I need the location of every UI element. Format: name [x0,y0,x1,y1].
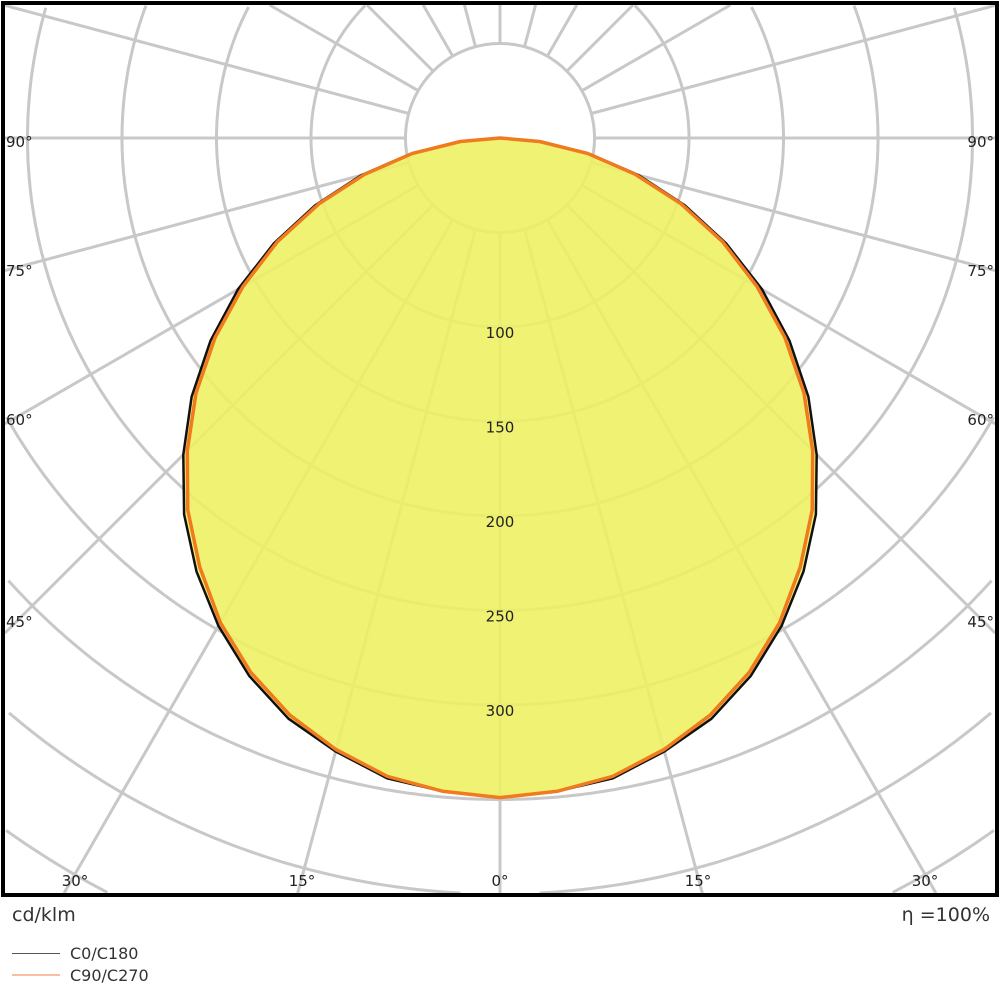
angle-label-right-75: 75° [967,262,994,280]
legend-label-c90: C90/C270 [70,966,149,985]
angle-label-bottom-15-right: 15° [685,872,712,890]
angle-label-bottom-0: 0° [491,872,508,890]
grid-radial-line [4,161,410,273]
radial-tick-label: 100 [486,324,515,342]
angle-label-right-45: 45° [967,613,994,631]
grid-radial-line [462,4,477,48]
grid-circle [8,711,992,895]
grid-radial-line [590,161,996,273]
grid-radial-line [268,3,419,92]
grid-radial-line [4,3,410,115]
distribution-fill [183,138,817,798]
angle-label-bottom-30-left: 30° [62,872,89,890]
legend-label-c0: C0/C180 [70,944,139,963]
radial-tick-label: 150 [486,419,515,437]
chart-frame [1,1,999,897]
series-curve-c90-c270 [185,136,815,800]
radial-tick-label: 300 [486,702,515,720]
legend-line-c0 [12,953,60,954]
grid-radial-line [590,3,996,115]
grid-radial-line [523,4,538,48]
grid-radial-line [546,4,579,57]
grid-radial-line [581,3,732,93]
angle-label-right-60: 60° [967,411,994,429]
grid-radial-line [421,4,455,57]
grid-circle [5,829,995,894]
grid-circle [7,579,993,801]
unit-label: cd/klm [12,904,76,926]
radial-tick-label: 250 [486,608,515,626]
efficiency-label: η =100% [901,904,990,926]
angle-label-bottom-15-left: 15° [289,872,316,890]
radial-tick-labels: 100 150 200 250 300 [486,324,515,720]
angle-label-left-60: 60° [6,411,33,429]
angle-label-left-90: 90° [6,133,33,151]
angle-label-bottom-30-right: 30° [912,872,939,890]
angle-label-left-75: 75° [6,262,33,280]
angle-label-left-45: 45° [6,613,33,631]
grid-radial-line [365,3,435,73]
curves [182,136,818,800]
radial-tick-label: 200 [486,513,515,531]
legend-line-c90 [12,974,60,976]
grid-radial-line [565,3,635,73]
angle-label-right-90: 90° [967,133,994,151]
